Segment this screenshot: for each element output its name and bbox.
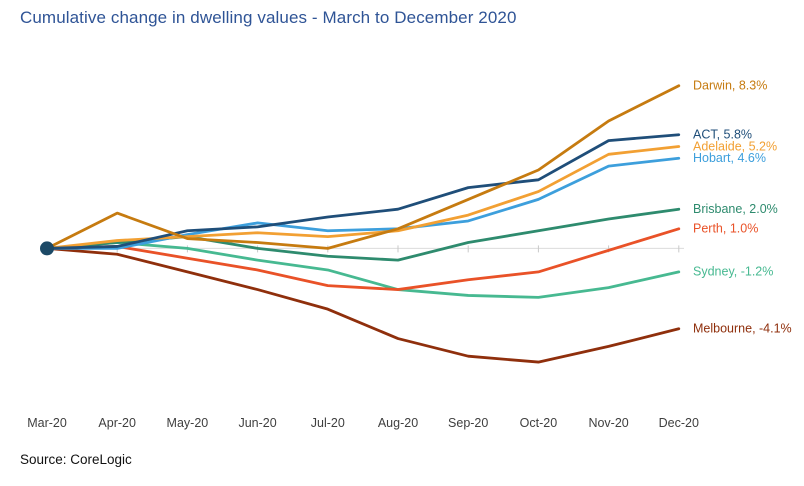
chart-title: Cumulative change in dwelling values - M… (20, 8, 517, 27)
source-attribution: Source: CoreLogic (20, 452, 132, 467)
series-label-adelaide: Adelaide, 5.2% (693, 139, 777, 153)
x-axis-label-nov-20: Nov-20 (588, 416, 628, 430)
series-line-perth (45, 227, 681, 291)
series-label-hobart: Hobart, 4.6% (693, 151, 766, 165)
series-label-brisbane: Brisbane, 2.0% (693, 202, 778, 216)
series-label-act: ACT, 5.8% (693, 128, 752, 142)
series-label-darwin: Darwin, 8.3% (693, 79, 767, 93)
series-line-adelaide (45, 145, 681, 250)
series-line-act (45, 133, 681, 250)
x-axis-label-aug-20: Aug-20 (378, 416, 418, 430)
x-axis-label-jul-20: Jul-20 (311, 416, 345, 430)
series-label-melbourne: Melbourne, -4.1% (693, 322, 792, 336)
series-line-melbourne (45, 246, 681, 364)
x-axis-label-jun-20: Jun-20 (238, 416, 276, 430)
series-label-perth: Perth, 1.0% (693, 222, 758, 236)
x-axis-label-oct-20: Oct-20 (520, 416, 558, 430)
x-axis-label-apr-20: Apr-20 (98, 416, 136, 430)
series-line-hobart (45, 156, 681, 250)
series-line-sydney (45, 241, 681, 299)
series-label-sydney: Sydney, -1.2% (693, 265, 773, 279)
x-axis-label-dec-20: Dec-20 (659, 416, 699, 430)
x-axis-label-sep-20: Sep-20 (448, 416, 488, 430)
x-axis-label-may-20: May-20 (167, 416, 209, 430)
start-point-marker (40, 241, 54, 256)
series-line-darwin (45, 84, 681, 250)
x-axis-label-mar-20: Mar-20 (27, 416, 67, 430)
